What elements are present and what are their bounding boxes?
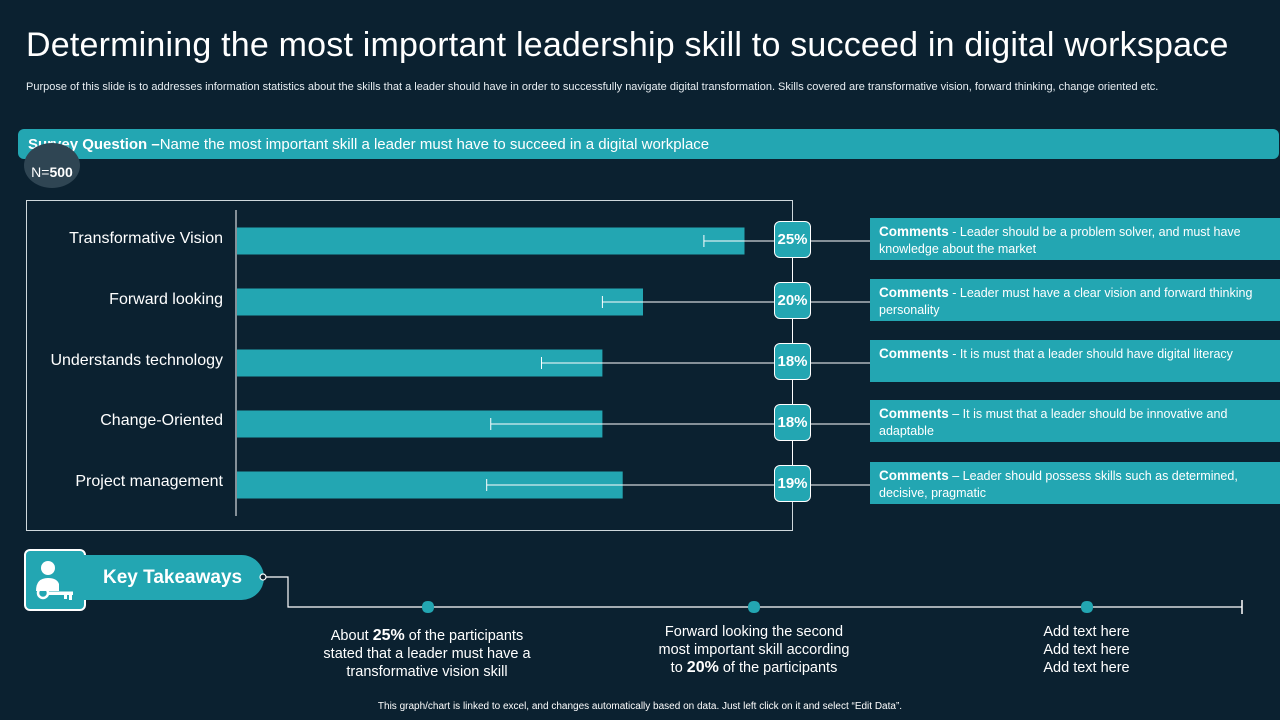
comment-text: – It is must that a leader should be inn… <box>879 407 1228 438</box>
takeaway-highlight: 25% <box>372 627 405 644</box>
comment-text: – Leader should possess skills such as d… <box>879 469 1238 500</box>
value-label-4: 19% <box>774 465 811 502</box>
value-label-0: 25% <box>774 221 811 258</box>
value-label-1: 20% <box>774 282 811 319</box>
category-label-0: Transformative Vision <box>69 230 223 247</box>
sample-size-value: 500 <box>49 163 73 180</box>
survey-question-text: Name the most important skill a leader m… <box>159 135 710 153</box>
value-label-2: 18% <box>774 343 811 380</box>
takeaway-pre: About <box>330 628 373 644</box>
category-label-3: Change-Oriented <box>100 412 223 429</box>
comment-box-4: Comments – Leader should possess skills … <box>870 462 1280 504</box>
category-label-2: Understands technology <box>50 352 223 369</box>
takeaway-highlight: 20% <box>686 659 719 676</box>
comment-label: Comments <box>879 224 949 239</box>
takeaway-text-1: Forward looking the second most importan… <box>652 623 856 677</box>
person-key-icon <box>24 549 86 611</box>
page-subtitle: Purpose of this slide is to addresses in… <box>26 81 1159 93</box>
comment-box-0: Comments - Leader should be a problem so… <box>870 218 1280 260</box>
comment-box-2: Comments - It is must that a leader shou… <box>870 340 1280 382</box>
takeaway-post: of the participants <box>718 660 838 676</box>
takeaway-pre: Add text here Add text here Add text her… <box>1043 624 1130 676</box>
comment-box-3: Comments – It is must that a leader shou… <box>870 400 1280 442</box>
comment-box-1: Comments - Leader must have a clear visi… <box>870 279 1280 321</box>
person-key-glyph <box>36 561 73 600</box>
takeaway-pre: Forward looking the second most importan… <box>658 624 850 676</box>
comment-label: Comments <box>879 406 949 421</box>
key-takeaways-heading: Key Takeaways <box>84 555 264 600</box>
timeline-marker-2 <box>1081 601 1093 613</box>
comment-label: Comments <box>879 285 949 300</box>
takeaway-text-0: About 25% of the participants stated tha… <box>322 627 532 681</box>
category-label-4: Project management <box>75 473 223 490</box>
timeline-line <box>266 576 1242 608</box>
page-title: Determining the most important leadershi… <box>26 26 1229 64</box>
comment-label: Comments <box>879 468 949 483</box>
sample-size-badge: N= 500 <box>24 143 80 188</box>
comment-label: Comments <box>879 346 949 361</box>
value-label-3: 18% <box>774 404 811 441</box>
category-label-1: Forward looking <box>109 291 223 308</box>
sample-size-prefix: N= <box>31 163 50 180</box>
footer-note: This graph/chart is linked to excel, and… <box>377 701 903 712</box>
comment-text: - It is must that a leader should have d… <box>948 347 1233 361</box>
timeline-marker-0 <box>422 601 434 613</box>
timeline-marker-1 <box>748 601 760 613</box>
comment-text: - Leader should be a problem solver, and… <box>879 225 1241 256</box>
takeaway-post: of the participants stated that a leader… <box>323 628 531 680</box>
comment-text: - Leader must have a clear vision and fo… <box>879 286 1253 317</box>
takeaway-text-2: Add text here Add text here Add text her… <box>1036 623 1137 677</box>
survey-question-bar: Survey Question – Name the most importan… <box>18 129 1279 159</box>
